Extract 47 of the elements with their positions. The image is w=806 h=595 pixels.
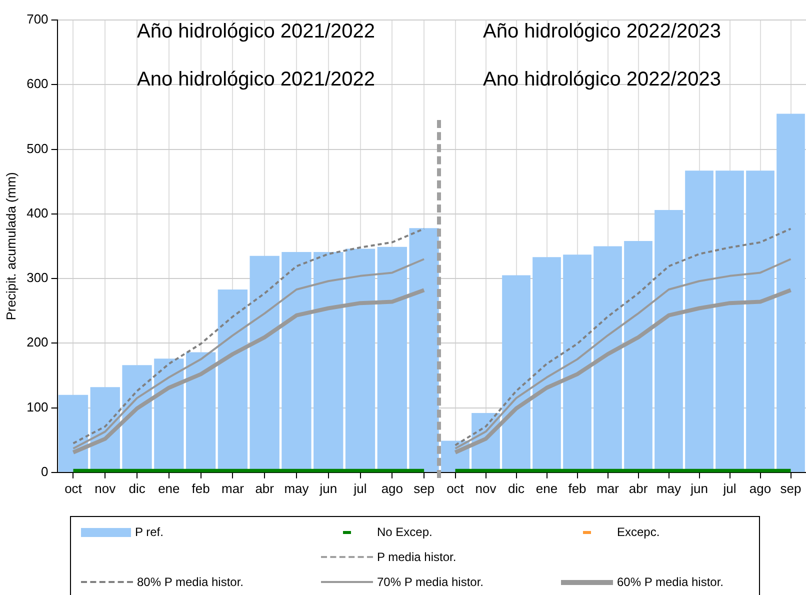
x-tick-label: feb (192, 480, 210, 496)
x-tick-label: mar (222, 480, 245, 496)
y-tick-label: 700 (26, 12, 48, 27)
y-tick-label: 200 (26, 334, 48, 350)
line-series (72, 228, 426, 444)
x-tick-label: abr (255, 480, 275, 496)
x-tick-label: sep (414, 480, 435, 496)
x-tick-label: mar (596, 480, 620, 496)
legend-label: 80% P media histor. (137, 575, 244, 589)
legend-label: P media histor. (377, 550, 456, 564)
x-tick-label: jul (352, 480, 367, 496)
x-tick-label: dic (508, 480, 526, 496)
x-tick-label: ene (158, 480, 180, 496)
y-tick-label: 400 (26, 205, 48, 220)
bar (58, 394, 88, 472)
y-axis-title: Precipit. acumulada (mm) (3, 172, 18, 320)
x-tick-label: jul (722, 480, 736, 496)
text: Ano hidrológico 2021/2022 (137, 68, 375, 91)
legend-label: P ref. (135, 525, 164, 539)
legend-label: 70% P media histor. (377, 575, 484, 589)
y-tick-label: 500 (26, 140, 48, 156)
chart-title: Año hidrológico 2022/2023 (483, 20, 721, 43)
x-tick-label: dic (128, 480, 146, 496)
y-tick-label: 0 (41, 464, 48, 479)
x-tick-label: jun (318, 480, 338, 496)
y-tick-label: 100 (26, 399, 48, 414)
x-tick-label: nov (94, 480, 116, 496)
x-tick-label: may (656, 480, 682, 496)
x-tick-label: ene (536, 480, 558, 496)
chart-title: Año hidrológico 2021/2022 (137, 20, 375, 43)
x-tick-label: nov (475, 480, 497, 496)
legend-label: 60% P media histor. (617, 575, 724, 589)
x-tick-label: may (284, 480, 310, 496)
y-tick-label: 300 (26, 270, 48, 286)
y-tick-label: 600 (26, 76, 48, 92)
x-tick-label: ago (749, 480, 772, 496)
legend-label: Excepc. (617, 525, 660, 539)
x-tick-label: sep (780, 480, 802, 496)
x-tick-label: oct (64, 480, 82, 496)
x-tick-label: abr (628, 480, 648, 496)
x-tick-label: oct (446, 480, 464, 496)
x-tick-label: jun (690, 480, 708, 496)
legend-label: No Excep. (377, 525, 432, 539)
x-tick-label: ago (381, 480, 404, 496)
x-tick-label: feb (568, 480, 586, 496)
bar (776, 114, 805, 472)
text: Ano hidrológico 2022/2023 (483, 68, 721, 91)
